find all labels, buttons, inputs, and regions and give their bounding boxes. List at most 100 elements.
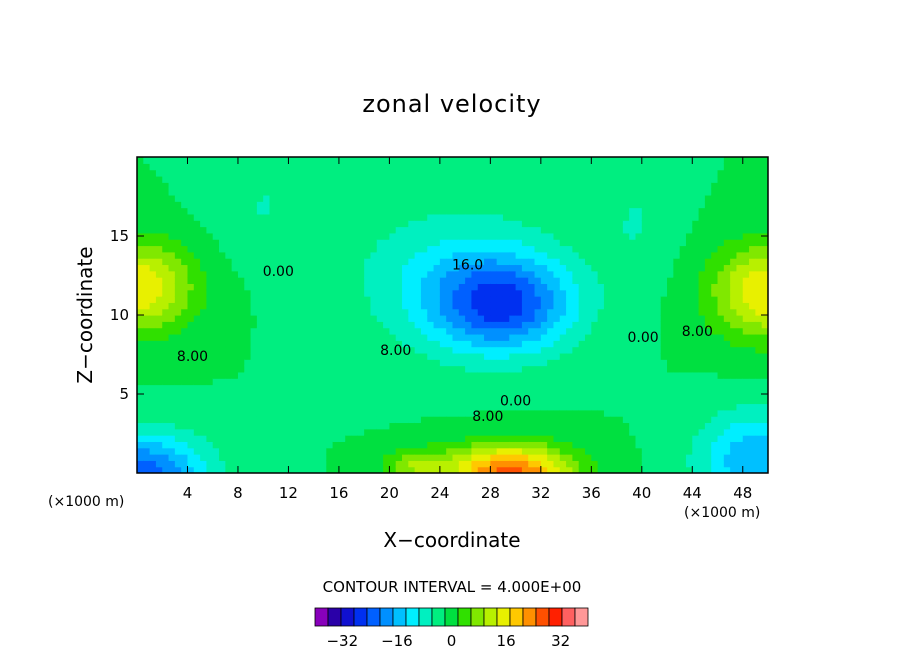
field-cell bbox=[383, 384, 390, 392]
field-cell bbox=[288, 365, 296, 373]
field-cell bbox=[256, 232, 264, 240]
field-cell bbox=[736, 283, 744, 291]
field-cell bbox=[660, 321, 668, 329]
field-cell bbox=[162, 390, 170, 398]
field-cell bbox=[761, 397, 768, 405]
field-cell bbox=[219, 207, 226, 215]
field-cell bbox=[559, 397, 567, 405]
field-cell bbox=[206, 422, 214, 430]
field-cell bbox=[578, 258, 586, 266]
field-cell bbox=[711, 296, 719, 303]
field-cell bbox=[667, 157, 674, 164]
field-cell bbox=[149, 169, 157, 177]
field-cell bbox=[231, 296, 239, 303]
field-cell bbox=[622, 352, 630, 360]
field-cell bbox=[490, 359, 498, 367]
field-cell bbox=[742, 466, 750, 473]
field-cell bbox=[521, 182, 529, 190]
field-cell bbox=[559, 466, 567, 473]
field-cell bbox=[559, 460, 567, 468]
field-cell bbox=[332, 359, 340, 367]
field-cell bbox=[168, 258, 176, 266]
field-cell bbox=[414, 371, 422, 379]
field-cell bbox=[282, 270, 290, 278]
field-cell bbox=[559, 416, 567, 424]
field-cell bbox=[622, 460, 630, 468]
field-cell bbox=[471, 346, 479, 354]
field-cell bbox=[622, 422, 630, 430]
field-cell bbox=[263, 302, 271, 310]
field-cell bbox=[376, 409, 384, 417]
field-cell bbox=[174, 289, 182, 297]
field-cell bbox=[635, 315, 643, 322]
field-cell bbox=[219, 270, 226, 278]
field-cell bbox=[225, 460, 233, 468]
field-cell bbox=[168, 270, 176, 278]
field-cell bbox=[313, 409, 321, 417]
field-cell bbox=[256, 466, 264, 473]
field-cell bbox=[212, 409, 220, 417]
field-cell bbox=[319, 321, 327, 329]
field-cell bbox=[326, 251, 334, 259]
field-cell bbox=[439, 359, 447, 367]
field-cell bbox=[673, 460, 681, 468]
field-cell bbox=[502, 397, 510, 405]
field-cell bbox=[585, 390, 592, 398]
field-cell bbox=[389, 251, 397, 259]
field-cell bbox=[749, 163, 756, 171]
field-cell bbox=[660, 454, 668, 461]
field-cell bbox=[351, 194, 359, 202]
field-cell bbox=[414, 327, 422, 335]
field-cell bbox=[206, 416, 214, 424]
field-cell bbox=[250, 321, 258, 329]
field-cell bbox=[477, 239, 485, 247]
field-cell bbox=[490, 296, 498, 303]
field-cell bbox=[692, 340, 700, 348]
field-cell bbox=[553, 188, 561, 196]
field-cell bbox=[439, 390, 447, 398]
field-cell bbox=[301, 397, 308, 405]
field-cell bbox=[155, 182, 163, 190]
field-cell bbox=[660, 365, 668, 373]
field-cell bbox=[212, 441, 220, 449]
field-cell bbox=[200, 384, 208, 392]
field-cell bbox=[490, 270, 498, 278]
field-cell bbox=[212, 289, 220, 297]
field-cell bbox=[225, 258, 233, 266]
field-cell bbox=[452, 308, 460, 316]
field-cell bbox=[692, 283, 700, 291]
field-cell bbox=[698, 460, 706, 468]
field-cell bbox=[332, 270, 340, 278]
field-cell bbox=[143, 365, 151, 373]
field-cell bbox=[408, 454, 416, 461]
field-cell bbox=[471, 245, 479, 253]
field-cell bbox=[736, 378, 744, 386]
field-cell bbox=[673, 403, 681, 411]
field-cell bbox=[521, 226, 529, 234]
field-cell bbox=[496, 466, 504, 473]
field-cell bbox=[692, 441, 700, 449]
field-cell bbox=[357, 428, 365, 436]
field-cell bbox=[635, 226, 643, 234]
field-cell bbox=[736, 289, 744, 297]
field-cell bbox=[143, 182, 151, 190]
field-cell bbox=[357, 315, 365, 322]
field-cell bbox=[174, 201, 182, 209]
field-cell bbox=[635, 194, 643, 202]
field-cell bbox=[610, 283, 618, 291]
field-cell bbox=[420, 422, 428, 430]
field-cell bbox=[427, 226, 435, 234]
field-cell bbox=[263, 428, 271, 436]
field-cell bbox=[364, 321, 372, 329]
field-cell bbox=[736, 245, 744, 253]
field-cell bbox=[585, 359, 592, 367]
field-cell bbox=[572, 315, 580, 322]
field-cell bbox=[452, 194, 460, 202]
field-cell bbox=[730, 340, 738, 348]
field-cell bbox=[420, 194, 428, 202]
field-cell bbox=[345, 201, 353, 209]
field-cell bbox=[616, 378, 624, 386]
field-cell bbox=[603, 207, 611, 215]
field-cell bbox=[288, 340, 296, 348]
field-cell bbox=[616, 182, 624, 190]
